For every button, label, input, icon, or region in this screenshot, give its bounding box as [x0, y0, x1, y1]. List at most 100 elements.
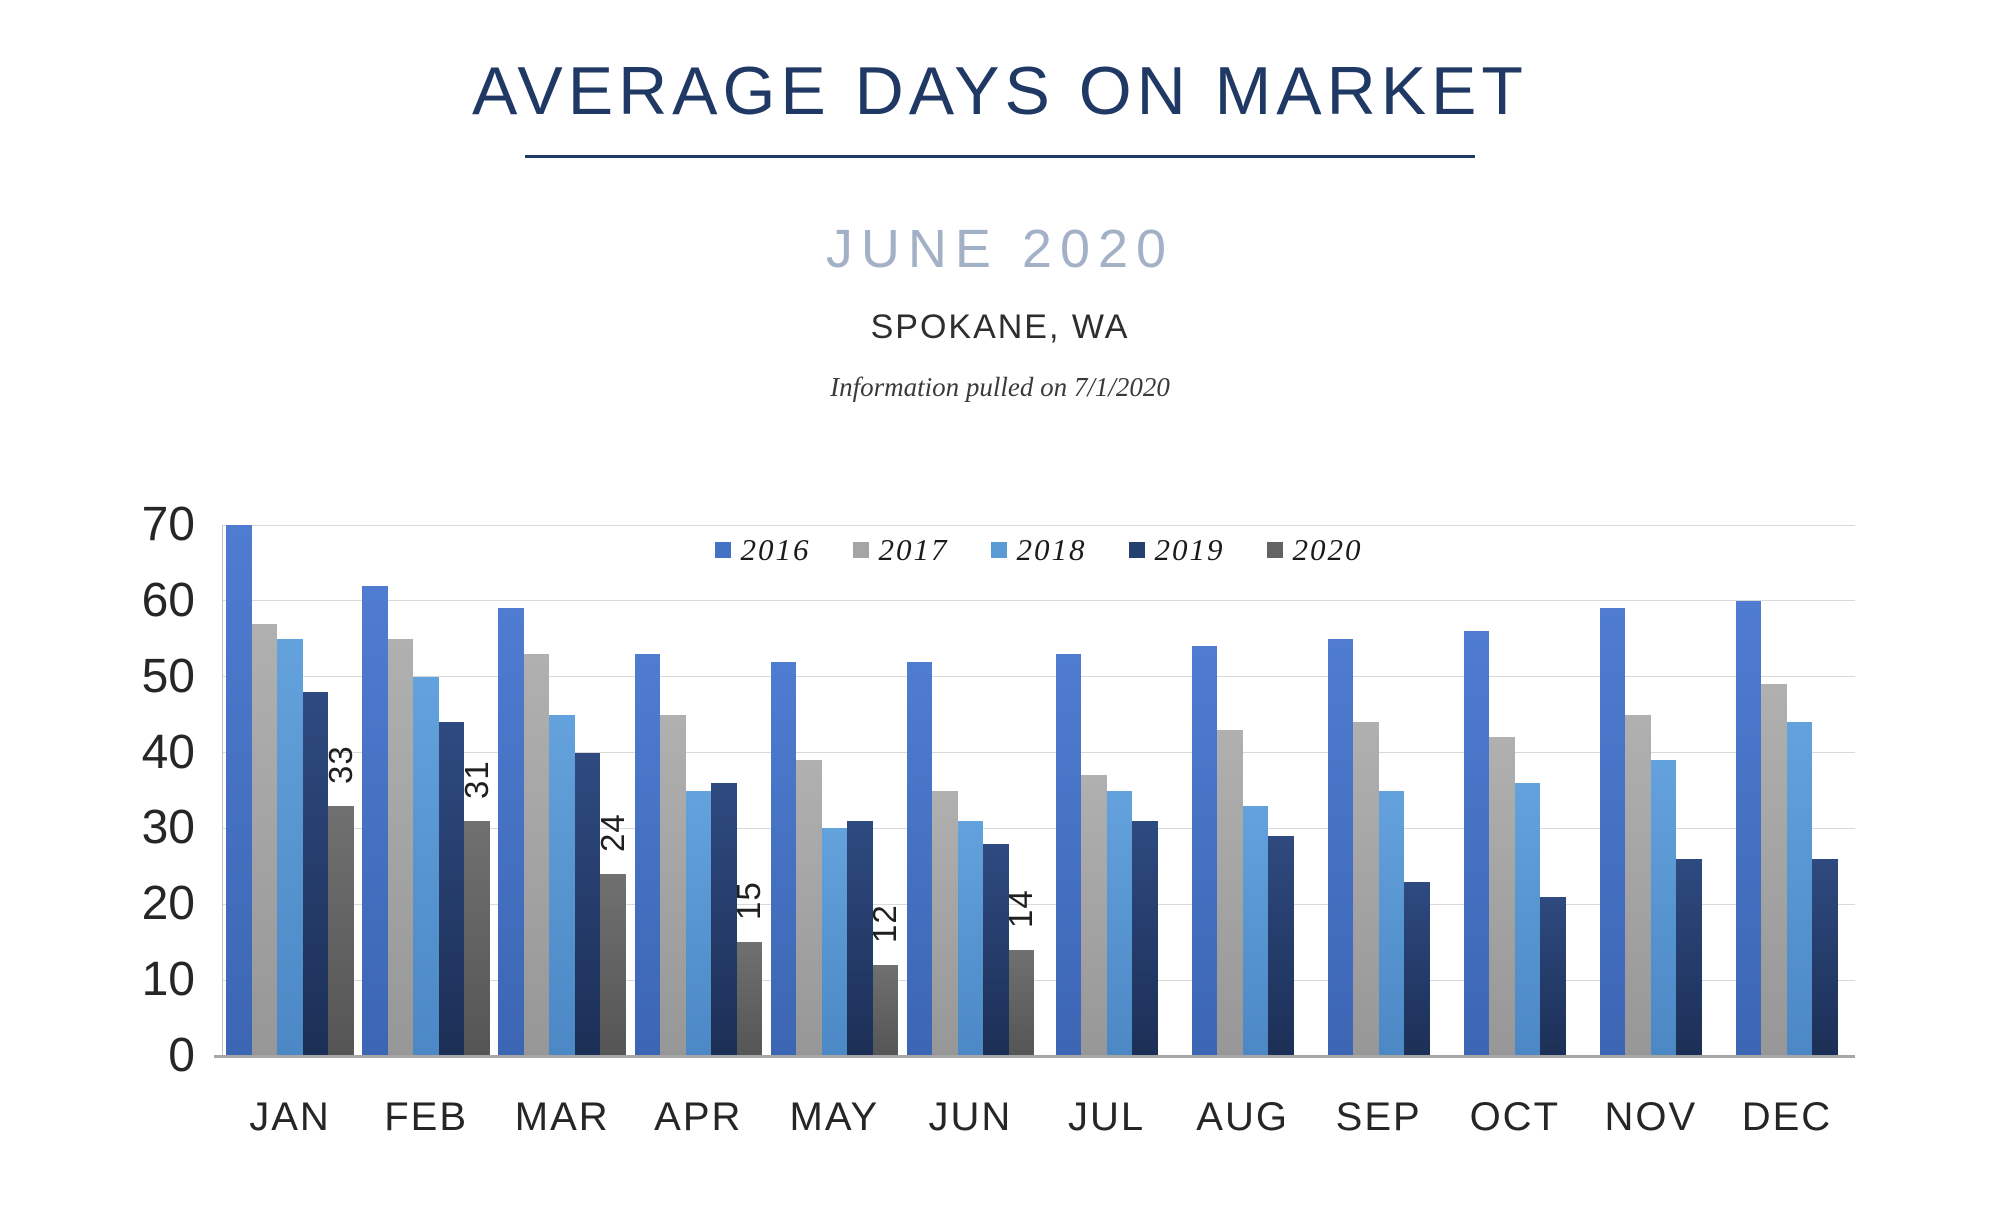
bar-sep-2017 [1353, 722, 1379, 1056]
bar-oct-2018 [1514, 782, 1541, 1056]
x-axis-label-aug: AUG [1196, 1095, 1289, 1139]
data-pull-note: Information pulled on 7/1/2020 [830, 372, 1170, 402]
bar-feb-2019 [438, 722, 465, 1056]
page-title: AVERAGE DAYS ON MARKET [472, 53, 1528, 129]
bar-dec-2016 [1735, 600, 1762, 1056]
legend-swatch-icon-2019 [1128, 542, 1145, 558]
x-axis-label-may: MAY [789, 1095, 880, 1139]
bar-apr-2016 [634, 653, 661, 1056]
bar-feb-2018 [413, 676, 439, 1056]
bar-jan-2019 [302, 691, 329, 1056]
gridline-60 [222, 600, 1855, 602]
legend-item-2019: 2019 [1128, 532, 1225, 568]
bar-jan-2017 [251, 623, 278, 1056]
legend-swatch-icon-2020 [1266, 542, 1283, 558]
gridline-40 [222, 752, 1855, 754]
x-axis-label-nov: NOV [1604, 1095, 1698, 1139]
legend-swatch-icon-2018 [990, 542, 1007, 558]
legend-label-2019: 2019 [1154, 532, 1225, 567]
bar-dec-2019 [1812, 858, 1838, 1056]
report-location: SPOKANE, WA [870, 308, 1130, 346]
y-axis-label-60: 60 [141, 573, 195, 627]
y-axis-label-70: 70 [141, 498, 195, 551]
bar-apr-2019 [711, 782, 737, 1056]
x-axis-label-sep: SEP [1335, 1095, 1422, 1139]
bar-jun-2018 [957, 820, 984, 1056]
bar-nov-2016 [1599, 608, 1626, 1056]
legend-item-2017: 2017 [852, 532, 949, 568]
bar-mar-2017 [523, 653, 550, 1056]
x-axis-label-jan: JAN [249, 1095, 331, 1139]
bar-nov-2019 [1676, 858, 1702, 1056]
data-label-jan-2020: 33 [322, 744, 360, 784]
x-axis-label-jun: JUN [928, 1095, 1013, 1139]
bar-sep-2019 [1404, 881, 1430, 1056]
x-axis-label-jul: JUL [1067, 1095, 1146, 1139]
bar-jul-2017 [1081, 775, 1107, 1056]
legend-label-2020: 2020 [1292, 532, 1363, 567]
x-axis-label-apr: APR [654, 1095, 743, 1139]
x-axis-line [214, 1055, 1855, 1058]
y-axis-label-20: 20 [141, 877, 195, 931]
bar-jun-2016 [906, 661, 933, 1056]
data-label-feb-2020: 31 [458, 760, 496, 799]
bar-apr-2018 [685, 790, 712, 1056]
bar-aug-2019 [1268, 836, 1294, 1056]
gridline-30 [222, 827, 1855, 829]
legend-label-2018: 2018 [1016, 532, 1087, 567]
bar-oct-2019 [1540, 896, 1566, 1056]
data-label-may-2020: 12 [866, 904, 904, 943]
legend-item-2016: 2016 [714, 532, 811, 568]
y-axis-line [222, 525, 223, 1056]
report-month: JUNE 2020 [825, 219, 1175, 279]
bar-dec-2017 [1761, 684, 1787, 1056]
bar-mar-2018 [549, 714, 575, 1056]
bar-aug-2017 [1217, 729, 1243, 1056]
data-label-mar-2020: 24 [594, 813, 632, 852]
bar-may-2019 [847, 820, 873, 1056]
bar-mar-2016 [498, 608, 524, 1056]
bar-may-2017 [796, 760, 822, 1056]
legend-item-2020: 2020 [1266, 532, 1363, 568]
data-label-apr-2020: 15 [730, 881, 768, 921]
bar-aug-2018 [1242, 805, 1269, 1056]
y-axis-label-50: 50 [141, 649, 195, 703]
bar-may-2018 [821, 828, 848, 1056]
bar-apr-2017 [660, 714, 686, 1056]
y-axis-label-30: 30 [141, 801, 195, 855]
bar-nov-2018 [1650, 760, 1677, 1056]
bar-jun-2017 [932, 790, 958, 1056]
legend-swatch-icon-2016 [714, 542, 731, 558]
gridline-20 [222, 903, 1855, 905]
bar-sep-2016 [1327, 638, 1354, 1056]
legend-swatch-icon-2017 [852, 542, 869, 558]
bar-may-2020 [872, 964, 899, 1056]
bar-apr-2020 [736, 942, 763, 1056]
bar-jan-2018 [277, 638, 303, 1056]
title-underline [525, 155, 1475, 158]
legend-label-2016: 2016 [740, 532, 811, 567]
bar-jun-2019 [983, 843, 1009, 1056]
bar-mar-2020 [600, 873, 626, 1056]
bar-aug-2016 [1191, 646, 1218, 1056]
x-axis-label-feb: FEB [384, 1095, 469, 1139]
legend-label-2017: 2017 [878, 532, 949, 567]
x-axis-label-oct: OCT [1469, 1095, 1560, 1139]
bar-jun-2020 [1008, 949, 1035, 1056]
gridline-50 [222, 676, 1855, 678]
data-label-jun-2020: 14 [1002, 889, 1040, 928]
chart-legend: 2016 2017 2018 2019 2020 [222, 532, 1855, 568]
bar-jan-2016 [226, 525, 252, 1056]
gridline-10 [222, 979, 1855, 981]
bar-nov-2017 [1625, 714, 1651, 1056]
bar-feb-2016 [362, 585, 388, 1056]
bar-may-2016 [770, 661, 797, 1056]
y-axis-label-10: 10 [141, 953, 195, 1007]
bar-dec-2018 [1786, 722, 1813, 1056]
bar-feb-2017 [387, 638, 414, 1056]
bar-jan-2020 [328, 805, 354, 1056]
legend-item-2018: 2018 [990, 532, 1087, 568]
bar-sep-2018 [1378, 790, 1405, 1056]
y-axis-label-0: 0 [168, 1029, 195, 1082]
